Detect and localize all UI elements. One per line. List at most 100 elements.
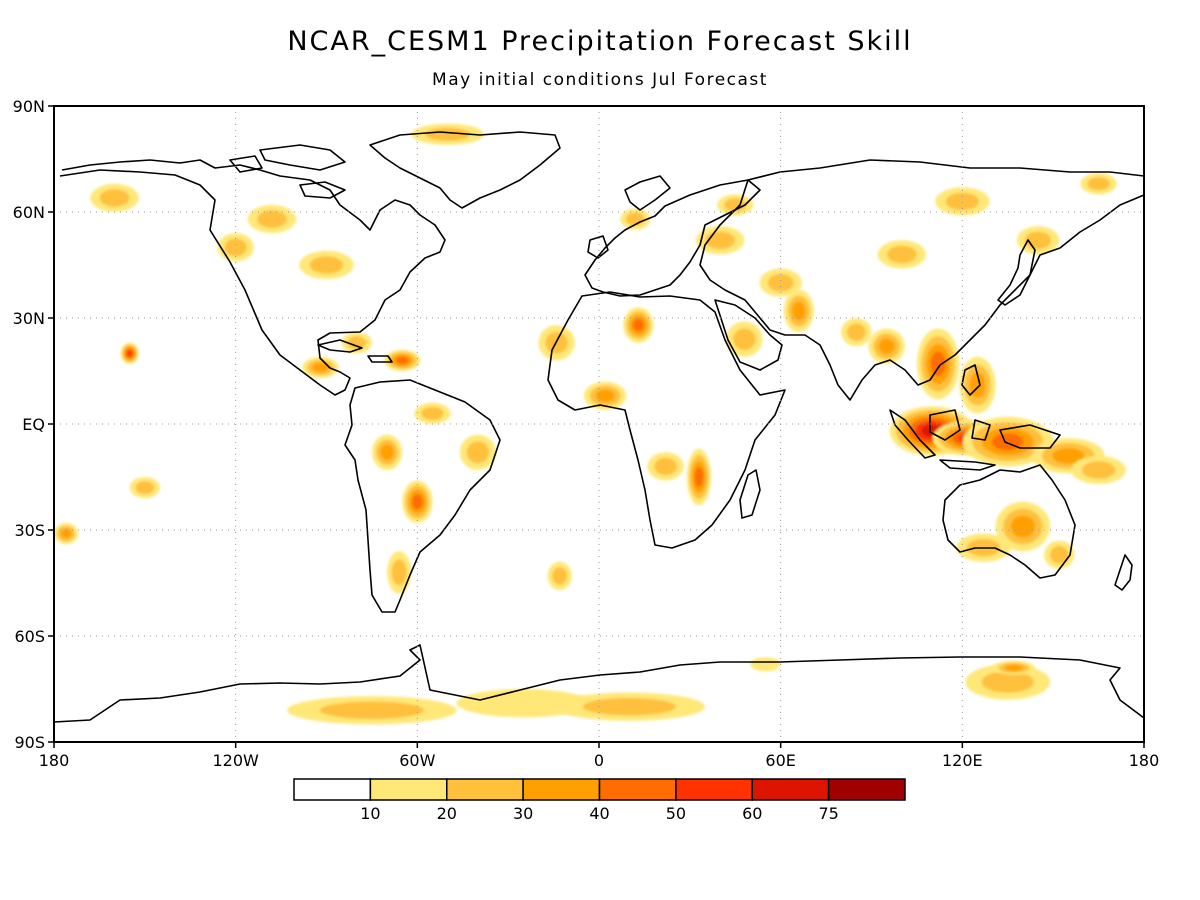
skill-level-2	[767, 273, 794, 292]
skill-level-2	[319, 701, 425, 719]
skill-region	[411, 123, 484, 145]
skill-level-3	[1004, 664, 1024, 671]
skill-region	[623, 307, 654, 343]
skill-level-2	[347, 336, 367, 350]
skill-region	[217, 233, 254, 262]
lon-tick-label: 120E	[942, 751, 983, 770]
skill-level-2	[705, 231, 736, 249]
skill-region	[647, 452, 684, 481]
skill-level-3	[878, 338, 895, 355]
skill-level-3	[792, 301, 806, 321]
colorbar-swatch	[369, 778, 448, 801]
lon-tick-label: 180	[39, 751, 70, 770]
coast-antarctica	[54, 644, 1144, 723]
coast-north-america	[59, 159, 446, 396]
lat-tick-label: 90S	[14, 733, 45, 752]
skill-region	[1071, 455, 1126, 485]
skill-region	[54, 522, 79, 545]
colorbar-label: 10	[360, 804, 380, 823]
skill-region	[547, 561, 572, 591]
chart-title: NCAR_CESM1 Precipitation Forecast Skill	[287, 26, 913, 57]
coast-south-america	[344, 379, 501, 613]
skill-region	[959, 356, 996, 414]
skill-level-3	[380, 444, 394, 461]
lat-tick-label: 60N	[13, 203, 45, 222]
skill-level-5	[127, 350, 133, 357]
skill-region	[371, 434, 403, 470]
skill-region	[287, 696, 457, 725]
coast-caribbean	[317, 339, 393, 363]
skill-region	[384, 349, 421, 371]
skill-region	[583, 381, 627, 410]
skill-region	[414, 402, 451, 424]
colorbar-label: 30	[513, 804, 533, 823]
lon-tick-label: 0	[594, 751, 604, 770]
skill-level-4	[694, 467, 704, 487]
skill-region	[129, 477, 160, 499]
skill-level-2	[425, 127, 470, 141]
grid-lines	[54, 106, 1144, 742]
coast-arctic-islands	[229, 144, 346, 199]
skill-region	[302, 356, 339, 379]
colorbar-label: 40	[589, 804, 609, 823]
skill-region	[247, 204, 297, 234]
skill-region	[992, 660, 1035, 675]
skill-region	[841, 318, 872, 347]
skill-region	[1080, 173, 1117, 195]
coastlines	[54, 131, 1144, 723]
skill-level-2	[654, 457, 677, 476]
chart-subtitle: May initial conditions Jul Forecast	[432, 70, 768, 90]
colorbar-swatch	[751, 778, 830, 801]
skill-level-2	[945, 192, 980, 211]
colorbar-swatch	[675, 778, 753, 801]
colorbar-swatch	[827, 778, 906, 801]
skill-level-3	[595, 389, 615, 403]
coast-madagascar	[739, 469, 761, 519]
lon-tick-label: 180	[1129, 751, 1160, 770]
colorbar-swatch	[598, 778, 677, 801]
coast-indonesia	[889, 364, 1061, 471]
skill-level-2	[421, 406, 444, 420]
skill-region	[717, 194, 754, 216]
skill-level-2	[309, 256, 344, 274]
skill-region	[120, 342, 139, 364]
coast-australia	[942, 464, 1076, 579]
lat-tick-label: 90N	[13, 97, 45, 116]
coast-greenland	[369, 131, 561, 209]
colorbar-swatch	[293, 778, 372, 801]
skill-level-2	[582, 697, 676, 716]
lat-tick-label: EQ	[22, 415, 45, 434]
colorbar-label: 50	[666, 804, 686, 823]
skill-level-2	[981, 671, 1034, 693]
skill-region	[299, 250, 354, 280]
coast-asia	[699, 159, 1144, 401]
skill-region	[783, 289, 814, 333]
skill-region	[686, 448, 712, 506]
colorbar-swatch	[522, 778, 601, 801]
skill-level-4	[395, 356, 409, 365]
coast-japan	[997, 239, 1036, 306]
colorbar: 10 20 30 40 50 60 75	[293, 778, 906, 823]
skill-region	[962, 416, 1054, 467]
coast-africa	[547, 291, 786, 549]
lon-tick-label: 120W	[212, 751, 259, 770]
skill-region	[387, 551, 412, 594]
skill-level-2	[1081, 461, 1116, 479]
skill-level-2	[135, 481, 155, 495]
skill-region	[750, 657, 781, 672]
skill-level-1	[750, 657, 781, 672]
skill-region	[995, 501, 1051, 552]
skill-region	[916, 328, 960, 400]
skill-level-3	[1052, 447, 1085, 464]
skill-region	[553, 692, 705, 721]
coast-new-zealand	[1114, 554, 1133, 591]
colorbar-label: 20	[437, 804, 457, 823]
skill-level-2	[847, 323, 866, 341]
skill-region	[402, 480, 433, 523]
coast-arabia	[714, 299, 783, 371]
lon-tick-label: 60E	[765, 751, 795, 770]
skill-level-2	[257, 210, 287, 228]
colorbar-swatch	[446, 778, 524, 801]
skill-level-2	[1087, 177, 1110, 191]
lat-tick-label: 30S	[14, 521, 45, 540]
